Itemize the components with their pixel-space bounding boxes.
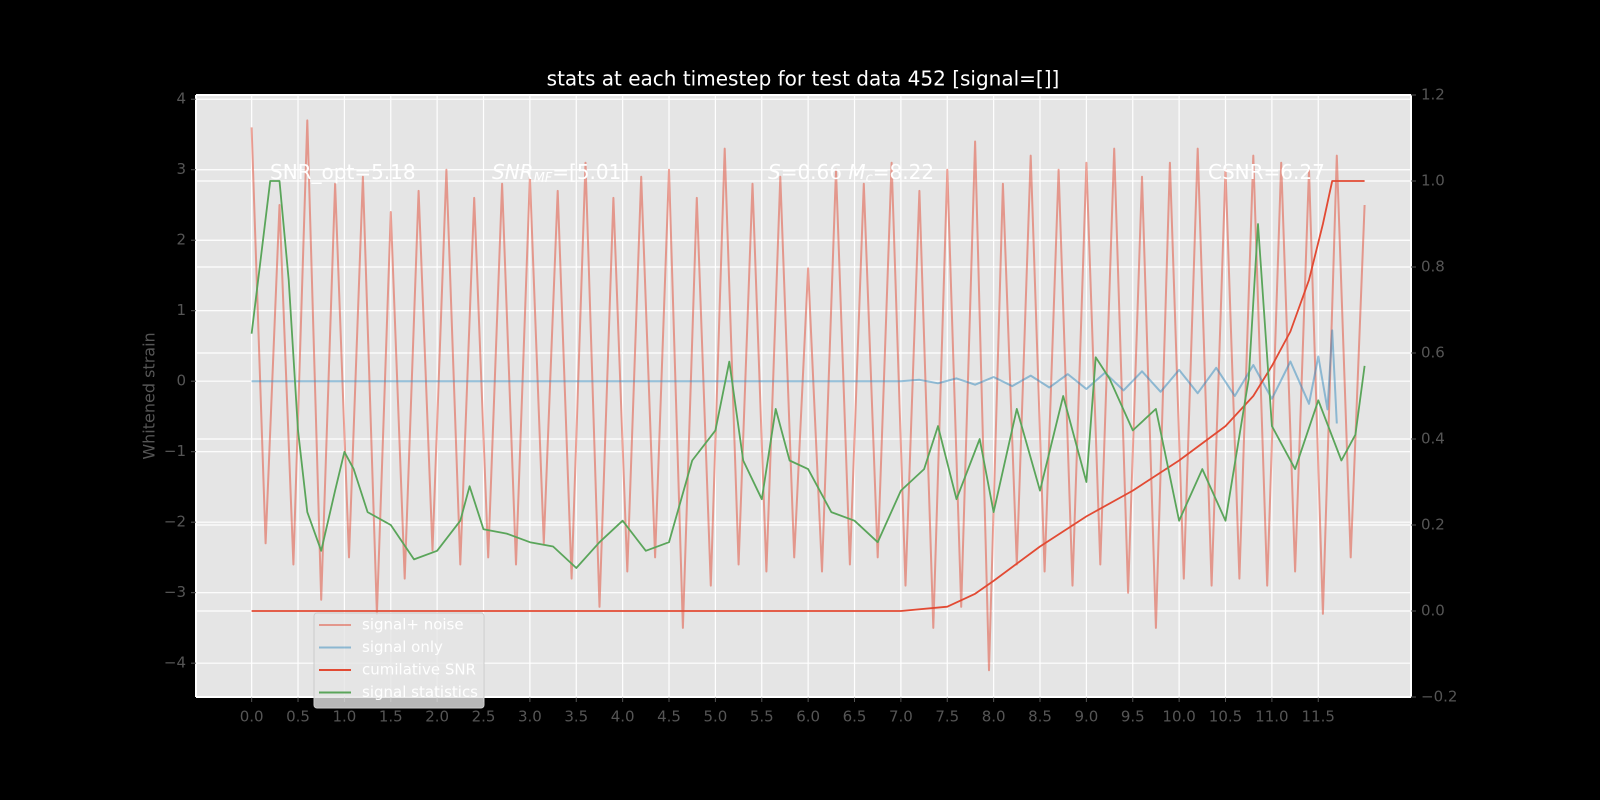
x-tick-label: 4.0 <box>611 708 635 726</box>
annotation-part: MF <box>534 171 553 186</box>
x-tick-label: 7.5 <box>935 708 959 726</box>
x-tick-label: 0.0 <box>240 708 264 726</box>
annotation-part: SNR_opt=5.18 <box>270 160 416 184</box>
y-tick-label: 0 <box>176 372 186 390</box>
legend-label: signal+ noise <box>362 616 464 634</box>
plot-area <box>196 95 1411 697</box>
x-tick-label: 11.0 <box>1255 708 1288 726</box>
x-tick-label: 5.5 <box>750 708 774 726</box>
x-tick-label: 8.5 <box>1028 708 1052 726</box>
y2-tick-label: 0.4 <box>1421 430 1445 448</box>
annotation-part: c <box>866 171 873 186</box>
x-tick-label: 2.0 <box>425 708 449 726</box>
y2-tick-label: 0.8 <box>1421 258 1445 276</box>
x-tick-label: 3.5 <box>564 708 588 726</box>
series-line <box>251 329 1338 424</box>
annotation-part: M <box>848 160 865 184</box>
y-tick-label: 1 <box>176 301 186 319</box>
annotation: SNRMF=[5.01] <box>492 160 629 186</box>
y-tick-label: 3 <box>176 160 186 178</box>
annotation: S=0.66 Mc=8.22 <box>768 160 934 186</box>
x-tick-label: 6.0 <box>796 708 820 726</box>
annotation-part: S <box>768 160 781 184</box>
y2-tick-label: 1.0 <box>1421 172 1445 190</box>
x-tick-label: 10.0 <box>1162 708 1195 726</box>
x-tick-label: 6.5 <box>843 708 867 726</box>
x-tick-label: 9.0 <box>1074 708 1098 726</box>
y-tick-label: 2 <box>176 231 186 249</box>
series-line <box>251 180 1365 612</box>
y-tick-label: −3 <box>164 583 186 601</box>
y-tick-label: −4 <box>164 654 186 672</box>
x-tick-label: 0.5 <box>286 708 310 726</box>
legend-label: cumilative SNR <box>362 661 476 679</box>
y2-tick-label: 1.2 <box>1421 86 1445 104</box>
legend-box <box>313 612 485 709</box>
x-tick-label: 11.5 <box>1302 708 1335 726</box>
y2-tick-label: 0.2 <box>1421 516 1445 534</box>
annotation-part: CSNR=6.27 <box>1208 160 1325 184</box>
annotation-part: =0.66 <box>781 160 849 184</box>
x-tick-label: 7.0 <box>889 708 913 726</box>
x-tick-label: 10.5 <box>1209 708 1242 726</box>
y-tick-label: −1 <box>164 442 186 460</box>
y-tick-label: 4 <box>176 90 186 108</box>
series-line <box>250 119 1366 672</box>
x-tick-label: 8.0 <box>982 708 1006 726</box>
annotation-part: =[5.01] <box>552 160 629 184</box>
annotation-part: SNR <box>492 160 534 184</box>
y2-tick-label: −0.2 <box>1421 688 1457 706</box>
x-tick-label: 4.5 <box>657 708 681 726</box>
series-line <box>250 180 1366 569</box>
x-tick-label: 1.5 <box>379 708 403 726</box>
y2-tick-label: 0.6 <box>1421 344 1445 362</box>
y2-tick-label: 0.0 <box>1421 602 1445 620</box>
legend-label: signal only <box>362 638 443 656</box>
annotation: SNR_opt=5.18 <box>270 160 416 184</box>
chart-title: stats at each timestep for test data 452… <box>547 67 1060 91</box>
y-tick-label: −2 <box>164 513 186 531</box>
x-tick-label: 3.0 <box>518 708 542 726</box>
y-axis-label: Whitened strain <box>140 332 159 459</box>
x-tick-label: 1.0 <box>332 708 356 726</box>
annotation: CSNR=6.27 <box>1208 160 1325 184</box>
annotation-part: =8.22 <box>873 160 934 184</box>
legend-label: signal statistics <box>362 683 478 701</box>
x-tick-label: 9.5 <box>1121 708 1145 726</box>
x-tick-label: 2.5 <box>472 708 496 726</box>
x-tick-label: 5.0 <box>703 708 727 726</box>
